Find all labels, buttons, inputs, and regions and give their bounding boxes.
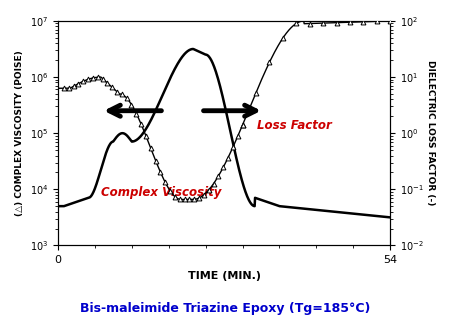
Y-axis label: (△) COMPLEX VISCOSITY (POISE): (△) COMPLEX VISCOSITY (POISE) <box>15 50 24 216</box>
X-axis label: TIME (MIN.): TIME (MIN.) <box>188 271 261 281</box>
Y-axis label: DIELECTRIC LOSS FACTOR (-): DIELECTRIC LOSS FACTOR (-) <box>426 60 435 206</box>
Text: Loss Factor: Loss Factor <box>257 119 332 132</box>
Text: Complex Viscosity: Complex Viscosity <box>101 186 221 199</box>
Text: Bis-maleimide Triazine Epoxy (Tg=185°C): Bis-maleimide Triazine Epoxy (Tg=185°C) <box>80 302 370 315</box>
